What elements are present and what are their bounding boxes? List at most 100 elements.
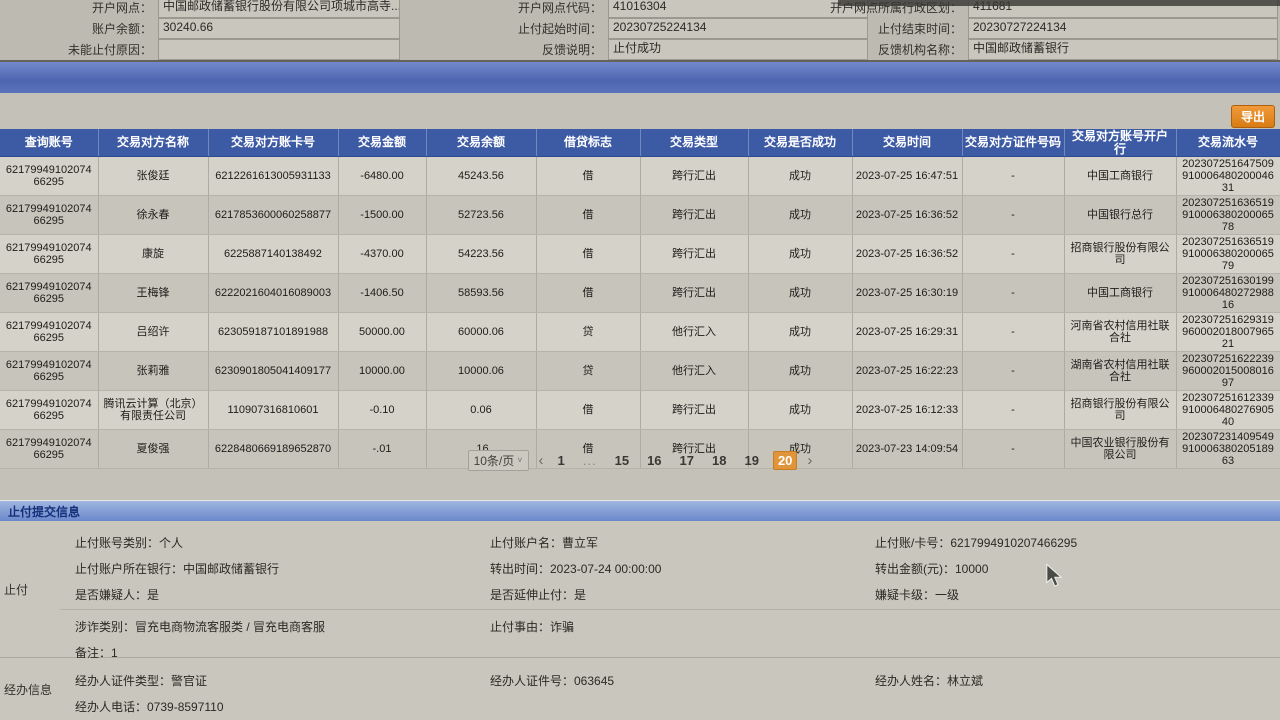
field: 止付账户所在银行：中国邮政储蓄银行: [75, 562, 280, 576]
field-label: 开户网点代码：: [517, 1, 602, 15]
table-cell: 张莉雅: [98, 351, 209, 391]
pagination: 10条/页 ˅ ‹ 1... 15 16 17 18 19 20 ›: [0, 446, 1280, 474]
table-cell: 跨行汇出: [640, 429, 749, 469]
page-button-20[interactable]: 20: [772, 450, 798, 470]
transactions-table: 查询账号 交易对方名称 交易对方账卡号 交易金额 交易余额 借贷标志 交易类型 交易是否成功交…: [0, 129, 1280, 469]
table-cell: -: [962, 312, 1065, 352]
field: 经办人电话：0739-8597110: [75, 700, 224, 714]
table-cell: 2023-07-23 14:09:54: [852, 429, 963, 469]
section-divider-bar: [0, 60, 1280, 93]
table-cell: 夏俊强: [98, 429, 209, 469]
table-cell: 跨行汇出: [640, 195, 749, 235]
table-cell: 跨行汇出: [640, 234, 749, 274]
field-row: 是否嫌疑人：是 是否延伸止付：是 嫌疑卡级：一级: [60, 586, 1280, 608]
table-cell: 20230725164750991000648020004631: [1176, 156, 1280, 196]
table-cell: 吕绍许: [98, 312, 209, 352]
table-header-row: 查询账号 交易对方名称 交易对方账卡号 交易金额 交易余额 借贷标志 交易类型 交易是否成功交…: [0, 129, 1280, 157]
table-cell: 招商银行股份有限公司: [1064, 390, 1177, 430]
field-row: 备注：1: [60, 644, 1280, 666]
table-cell: 6225887140138492: [208, 234, 339, 274]
table-cell: -: [962, 234, 1065, 274]
field: 经办人证件号：063645: [490, 674, 615, 688]
table-cell: 湖南省农村信用社联合社: [1064, 351, 1177, 391]
column-header: 交易流水号: [1176, 129, 1280, 157]
next-page-button[interactable]: ›: [807, 451, 813, 469]
table-row[interactable]: 6217994910207466295 张莉雅 623090180504140917…: [0, 351, 1280, 391]
page-size-select[interactable]: 10条/页 ˅: [467, 449, 529, 471]
table-cell: 2023-07-25 16:22:23: [852, 351, 963, 391]
table-cell: -: [962, 156, 1065, 196]
column-header: 交易余额: [426, 129, 537, 157]
field-value: 中国邮政储蓄银行: [968, 39, 1278, 60]
page-button-19[interactable]: 19: [744, 452, 759, 468]
field: 经办人证件类型：警官证: [75, 674, 208, 688]
field-row: 止付账户所在银行：中国邮政储蓄银行 转出时间：2023-07-24 00:00:0…: [60, 560, 1280, 582]
page-size-label: 10条/页: [473, 453, 515, 468]
table-cell: 借: [536, 273, 641, 313]
table-cell: -: [962, 351, 1065, 391]
field-value: 止付成功: [608, 39, 868, 60]
table-row[interactable]: 6217994910207466295 王梅锋 622202160401608900…: [0, 273, 1280, 313]
field: 止付账/卡号：6217994910207466295: [875, 536, 1078, 550]
field-label: 反馈说明：: [541, 43, 602, 57]
field: 经办人姓名：林立斌: [875, 674, 984, 688]
table-row[interactable]: 6217994910207466295 康旋 6225887140138492 -43…: [0, 234, 1280, 274]
table-cell: 58593.56: [426, 273, 537, 313]
table-cell: 跨行汇出: [640, 273, 749, 313]
table-cell: 借: [536, 234, 641, 274]
table-cell: 20230725161233991000648027690540: [1176, 390, 1280, 430]
handler-info-panel: 经办信息 经办人证件类型：警官证 经办人证件号：063645 经办人姓名：林立斌经办…: [0, 658, 1280, 720]
field: 止付账户名：曹立军: [490, 536, 599, 550]
account-info-panel: 开户网点： 中国邮政储蓄银行股份有限公司项城市高寺... 账户余额： 30240…: [0, 0, 1280, 60]
table-cell: 20230723140954991000638020518963: [1176, 429, 1280, 469]
table-cell: 成功: [748, 156, 853, 196]
page-button-17[interactable]: 17: [679, 452, 695, 468]
table-cell: 10000.00: [338, 351, 427, 391]
table-cell: 6217994910207466295: [0, 351, 99, 391]
section-title: 止付提交信息: [8, 504, 81, 519]
rail-label-handler: 经办信息: [4, 682, 53, 697]
table-cell: 腾讯云计算（北京）有限责任公司: [98, 390, 209, 430]
table-cell: 中国银行总行: [1064, 195, 1177, 235]
table-cell: 623059187101891988: [208, 312, 339, 352]
table-cell: 王梅锋: [98, 273, 209, 313]
table-row[interactable]: 6217994910207466295 腾讯云计算（北京）有限责任公司 110907…: [0, 390, 1280, 430]
photo-edge-artifact: [838, 0, 1280, 6]
table-cell: -: [962, 195, 1065, 235]
table-cell: 2023-07-25 16:29:31: [852, 312, 963, 352]
field-label: 止付结束时间：: [877, 22, 962, 36]
table-row[interactable]: 6217994910207466295 张俊廷 621226161300593113…: [0, 156, 1280, 196]
field: 转出时间：2023-07-24 00:00:00: [490, 562, 662, 576]
table-cell: 借: [536, 429, 641, 469]
page-button-1[interactable]: 1: [557, 452, 565, 468]
field-row: 止付账号类别：个人 止付账户名：曹立军 止付账/卡号：621799491020746…: [60, 534, 1280, 556]
table-cell: 2023-07-25 16:36:52: [852, 195, 963, 235]
table-cell: -4370.00: [338, 234, 427, 274]
table-cell: -: [962, 429, 1065, 469]
column-header: 交易类型: [640, 129, 749, 157]
table-cell: 成功: [748, 195, 853, 235]
table-cell: 成功: [748, 234, 853, 274]
page-button-16[interactable]: 16: [647, 452, 662, 468]
table-cell: 6217994910207466295: [0, 390, 99, 430]
export-button[interactable]: 导出: [1230, 105, 1275, 128]
prev-page-button[interactable]: ‹: [538, 451, 544, 469]
table-cell: 成功: [748, 312, 853, 352]
table-cell: 6217994910207466295: [0, 234, 99, 274]
table-cell: 0.06: [426, 390, 537, 430]
page-button-15[interactable]: 15: [614, 452, 630, 468]
table-row[interactable]: 6217994910207466295 吕绍许 623059187101891988…: [0, 312, 1280, 352]
table-cell: 6217853600060258877: [208, 195, 339, 235]
table-cell: -: [962, 273, 1065, 313]
chevron-down-icon: ˅: [517, 455, 523, 465]
mouse-cursor: [1046, 563, 1063, 587]
table-row[interactable]: 6217994910207466295 夏俊强 622848066918965287…: [0, 429, 1280, 469]
page-button-18[interactable]: 18: [712, 452, 727, 468]
field-label: 开户网点：: [91, 1, 152, 15]
field: 止付账号类别：个人: [75, 536, 184, 550]
field: 转出金额(元)：10000: [875, 562, 989, 576]
column-header: 借贷标志: [536, 129, 641, 157]
table-cell: 20230725163019991000648027298816: [1176, 273, 1280, 313]
table-cell: 成功: [748, 390, 853, 430]
table-row[interactable]: 6217994910207466295 徐永春 621785360006025887…: [0, 195, 1280, 235]
